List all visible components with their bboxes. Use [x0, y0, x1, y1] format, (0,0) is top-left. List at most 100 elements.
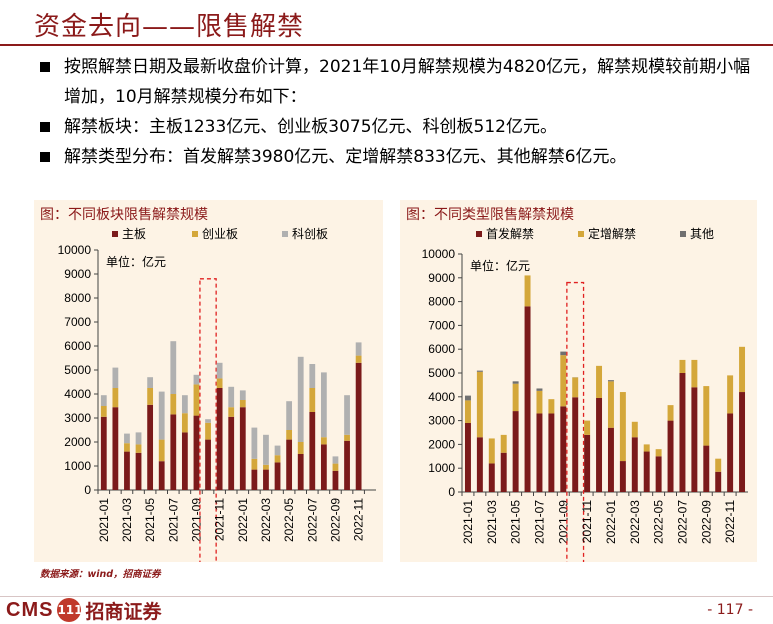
legend-swatch — [578, 231, 584, 237]
data-source: 数据来源：wind，招商证券 — [40, 569, 161, 580]
bar-segment — [739, 392, 746, 492]
bar-segment — [100, 416, 107, 490]
bar-segment — [619, 392, 626, 462]
x-tick-label: 2022-01 — [236, 498, 250, 542]
bar-segment — [355, 355, 362, 363]
bar-segment — [488, 463, 495, 492]
bar-segment — [355, 342, 362, 356]
bar-segment — [193, 384, 200, 416]
bar-segment — [332, 463, 339, 471]
x-tick-label: 2022-01 — [604, 500, 618, 544]
x-tick-label: 2022-03 — [628, 500, 642, 544]
x-tick-label: 2021-07 — [532, 500, 546, 544]
bar-segment — [216, 362, 223, 379]
title-divider — [0, 44, 773, 46]
bar-segment — [205, 439, 211, 490]
bar-segment — [181, 432, 188, 490]
legend-swatch — [680, 231, 686, 237]
bar-segment — [536, 388, 543, 391]
bar-segment — [500, 434, 507, 453]
y-tick-label: 3000 — [428, 414, 455, 428]
bar-segment — [560, 351, 567, 356]
bar-segment — [536, 390, 543, 414]
y-tick-label: 8000 — [64, 291, 91, 305]
legend-label: 其他 — [690, 227, 714, 241]
bar-segment — [309, 388, 316, 412]
x-tick-label: 2022-11 — [352, 498, 366, 541]
bullet-item: 按照解禁日期及最新收盘价计算，2021年10月解禁规模为4820亿元，解禁规模较… — [40, 52, 765, 112]
footer-divider — [0, 596, 773, 597]
y-tick-label: 9000 — [64, 267, 91, 281]
bar-segment — [643, 444, 650, 452]
bar-segment — [548, 413, 555, 492]
bar-segment — [320, 444, 327, 490]
bar-segment — [584, 434, 591, 492]
legend-label: 创业板 — [202, 227, 238, 241]
bar-segment — [679, 359, 686, 373]
bar-segment — [667, 420, 674, 492]
bar-segment — [286, 430, 293, 440]
y-tick-label: 7000 — [428, 318, 455, 332]
bar-segment — [691, 359, 698, 388]
x-tick-label: 2021-09 — [556, 500, 570, 544]
bar-segment — [667, 405, 674, 421]
bar-segment — [274, 462, 281, 490]
bar-segment — [205, 422, 211, 440]
bar-segment — [193, 374, 200, 385]
bar-segment — [524, 275, 531, 307]
highlight-box — [566, 281, 585, 562]
bar-segment — [135, 432, 142, 445]
logo-text: CMS — [6, 598, 54, 621]
bar-segment — [607, 427, 614, 492]
bar-segment — [286, 401, 293, 430]
x-tick-label: 2022-05 — [282, 498, 296, 542]
bar-segment — [679, 373, 686, 492]
bar-segment — [251, 427, 258, 459]
bar-segment — [124, 443, 130, 452]
x-tick-label: 2021-11 — [580, 500, 594, 543]
bar-segment — [476, 370, 483, 372]
bar-segment — [193, 415, 200, 490]
y-tick-label: 5000 — [64, 363, 91, 377]
bar-segment — [228, 407, 235, 417]
bar-segment — [464, 422, 471, 492]
bar-segment — [739, 346, 746, 393]
bar-segment — [344, 395, 350, 435]
bar-segment — [158, 391, 165, 440]
chart-panel-by-board: 图：不同板块限售解禁规模 主板 创业板 科创板 0 1000 2000 3000 4000 50… — [34, 200, 383, 562]
x-tick-label: 2021-03 — [120, 498, 134, 542]
bar-segment — [228, 416, 235, 490]
unit-label: 单位：亿元 — [106, 254, 166, 269]
bullet-text: 解禁类型分布：首发解禁3980亿元、定增解禁833亿元、其他解禁6亿元。 — [64, 147, 627, 167]
bar-segment — [309, 364, 316, 388]
y-tick-label: 5000 — [428, 366, 455, 380]
bar-segment — [263, 469, 269, 490]
bar-segment — [715, 458, 722, 472]
y-tick-label: 6000 — [428, 342, 455, 356]
bar-segment — [596, 365, 603, 398]
bar-segment — [263, 434, 269, 465]
y-tick-label: 7000 — [64, 315, 91, 329]
bar-segment — [112, 407, 119, 490]
bullet-text: 按照解禁日期及最新收盘价计算，2021年10月解禁规模为4820亿元，解禁规模较… — [64, 57, 751, 107]
bullet-square-icon — [40, 62, 50, 72]
bar-segment — [216, 388, 223, 490]
chart-by-type: 首发解禁 定增解禁 其他 0 1000 2000 3000 4000 5000 6000 7000 8… — [422, 226, 748, 562]
bar-segment — [147, 404, 154, 490]
bar-segment — [512, 411, 519, 492]
bullet-square-icon — [40, 122, 50, 132]
legend-label: 主板 — [122, 227, 146, 241]
page-title: 资金去向——限售解禁 — [34, 12, 305, 42]
bar-segment — [124, 451, 130, 490]
bar-segment — [619, 461, 626, 492]
bar-segment — [596, 397, 603, 492]
y-tick-label: 6000 — [64, 339, 91, 353]
bar-segment — [158, 461, 165, 490]
x-tick-label: 2022-11 — [723, 500, 737, 543]
y-tick-label: 1000 — [428, 461, 455, 475]
bar-segment — [655, 456, 662, 492]
bar-segment — [100, 395, 107, 406]
bar-segment — [584, 420, 591, 435]
bar-segment — [476, 437, 483, 492]
bar-segment — [691, 387, 698, 492]
